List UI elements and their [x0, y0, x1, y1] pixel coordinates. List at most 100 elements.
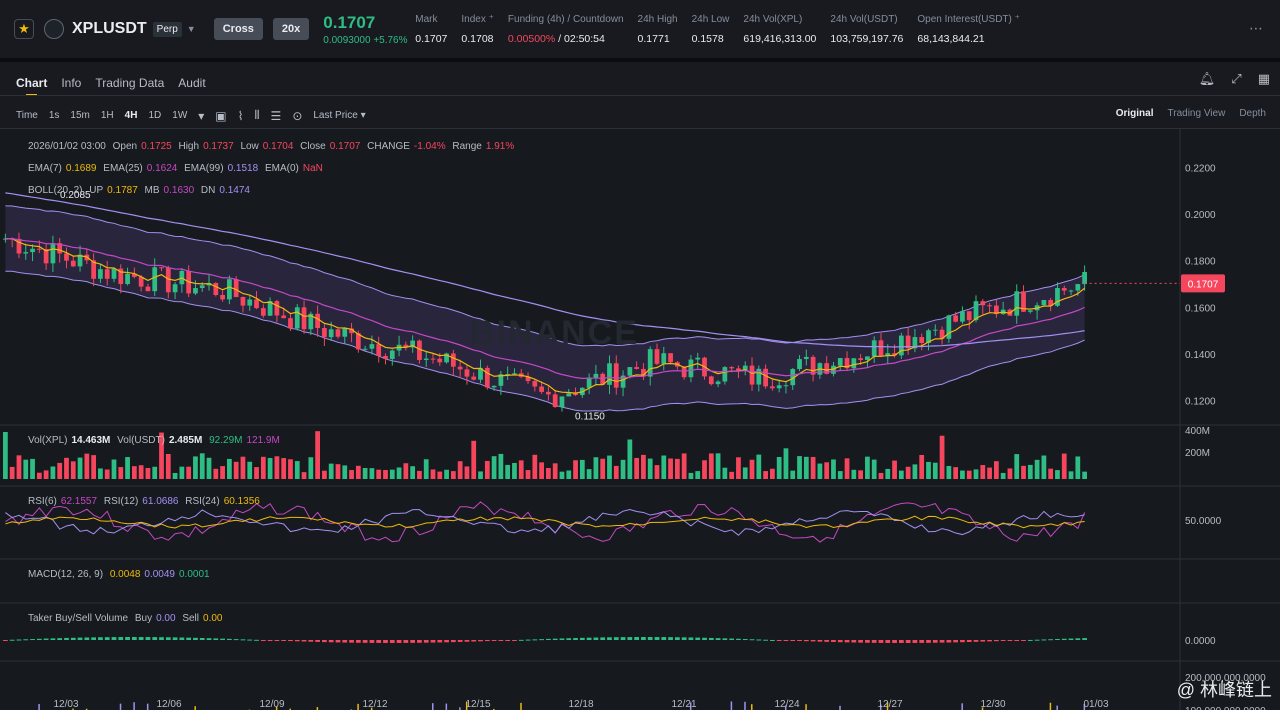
taker-volume-bar [981, 707, 984, 710]
view-original[interactable]: Original [1115, 108, 1154, 119]
taker-volume-bar [465, 701, 468, 710]
macd-histogram-bar [668, 637, 673, 640]
taker-volume-bar [432, 703, 434, 710]
candle-body [484, 367, 490, 388]
volume-bar [349, 470, 354, 479]
crosshair-icon[interactable]: ⊙ [292, 108, 303, 123]
time-label[interactable]: Time [16, 110, 38, 121]
settings-icon[interactable]: ☰ [270, 108, 282, 123]
candle-body [803, 356, 809, 360]
interval-1w[interactable]: 1W [172, 110, 188, 121]
calendar-icon[interactable]: ▣ [215, 108, 227, 123]
price-type-selector[interactable]: Last Price ▾ [313, 110, 366, 121]
macd-histogram-bar [254, 639, 259, 641]
indicator-icon[interactable]: ⌇ [237, 108, 244, 123]
fullscreen-icon[interactable]: ⤢ [1231, 71, 1242, 86]
volume-bar [844, 458, 850, 479]
macd-histogram-bar [362, 640, 368, 643]
chart-svg[interactable]: 0.2200 0.2000 0.1800 0.1600 0.1400 0.1200 0.20… [0, 129, 1280, 710]
symbol-name[interactable]: XPLUSDT [72, 20, 147, 37]
stat-value: 103,759,197.76 [830, 32, 904, 45]
volume-bar [260, 456, 266, 479]
tab-trading-data[interactable]: Trading Data [95, 76, 165, 90]
macd-histogram-bar [152, 637, 158, 640]
interval-1h[interactable]: 1H [100, 110, 114, 121]
macd-histogram-bar [627, 637, 633, 640]
volume-bar [973, 469, 979, 479]
last-price: 0.1707 [323, 12, 376, 32]
stat-funding: Funding (4h) / Countdown 0.00500% / 02:5… [508, 14, 638, 45]
volume-bar [525, 470, 531, 479]
rsi6-line [5, 501, 1086, 543]
candle-body [966, 311, 972, 321]
macd-histogram-bar [824, 640, 830, 642]
candle-body [919, 337, 925, 343]
stat-label: 24h Vol(XPL) [743, 13, 803, 25]
macd-histogram-bar [267, 640, 273, 641]
volume-bar [763, 471, 768, 479]
volume-bar [505, 464, 511, 479]
tab-chart[interactable]: Chart [16, 76, 48, 96]
alert-bell-icon[interactable]: 🔔︎ [1198, 71, 1216, 86]
grid-layout-icon[interactable]: ▦ [1257, 71, 1270, 86]
tab-audit[interactable]: Audit [178, 76, 206, 90]
chart-area[interactable]: 0.2200 0.2000 0.1800 0.1600 0.1400 0.1200 0.20… [0, 128, 1280, 710]
candle-body [36, 248, 42, 250]
favorite-star-icon[interactable]: ★ [14, 19, 34, 39]
interval-4h[interactable]: 4H [124, 110, 138, 121]
candle-body [1048, 300, 1054, 306]
candle-body [532, 381, 538, 387]
price-change: 0.0093000 +5.76% [323, 34, 408, 46]
candle-body [973, 301, 979, 321]
tab-info[interactable]: Info [61, 76, 82, 90]
interval-15m[interactable]: 15m [70, 110, 90, 121]
stat-value: 0.1578 [691, 32, 724, 45]
candle-body [1075, 284, 1081, 291]
margin-mode-button[interactable]: Cross [213, 18, 263, 40]
candle-body [939, 329, 945, 339]
macd-histogram-bar [905, 640, 911, 643]
volume-bar [885, 468, 891, 479]
volume-bar [858, 470, 863, 479]
taker-volume-bar [445, 703, 448, 710]
macd-histogram-bar [518, 639, 524, 641]
interval-1s[interactable]: 1s [48, 110, 60, 121]
volume-bar [939, 435, 945, 479]
interval-1d[interactable]: 1D [148, 110, 162, 121]
candle-body [539, 386, 544, 392]
volume-bar [987, 467, 992, 479]
macd-histogram-bar [77, 637, 83, 640]
view-trading-view[interactable]: Trading View [1167, 108, 1226, 119]
macd-histogram-bar [885, 640, 891, 643]
volume-bar [16, 455, 22, 479]
candle-body [776, 385, 782, 389]
more-options-icon[interactable]: ⋯ [1249, 20, 1264, 36]
taker-volume-bar [357, 703, 359, 710]
view-depth[interactable]: Depth [1239, 108, 1266, 119]
volume-bar [450, 471, 456, 479]
macd-histogram-bar [104, 637, 110, 640]
candle-body [43, 249, 49, 264]
candle-body [756, 368, 762, 385]
volume-bar [647, 458, 653, 479]
volume-bar [512, 462, 517, 479]
candle-body [634, 367, 640, 369]
stat-value: 0.1707 [415, 32, 448, 45]
candle-body [131, 273, 137, 277]
volume-bar [668, 458, 673, 479]
macd-histogram-bar [260, 640, 266, 641]
chevron-down-icon[interactable]: ▼ [186, 24, 196, 34]
price-axis-label: 0.1200 [1185, 397, 1216, 408]
macd-histogram-bar [803, 640, 809, 642]
interval-dropdown-icon[interactable]: ▾ [198, 108, 205, 123]
macd-histogram-bar [1034, 639, 1040, 641]
macd-histogram-bar [613, 637, 619, 640]
chart-type-icon[interactable]: ⫴ [254, 108, 260, 122]
macd-histogram-bar [240, 639, 246, 641]
candle-body [960, 311, 965, 322]
macd-histogram-bar [539, 639, 544, 641]
leverage-button[interactable]: 20x [272, 18, 310, 40]
macd-histogram-bar [851, 640, 857, 643]
candle-body [260, 308, 266, 316]
macd-histogram-bar [274, 640, 280, 641]
